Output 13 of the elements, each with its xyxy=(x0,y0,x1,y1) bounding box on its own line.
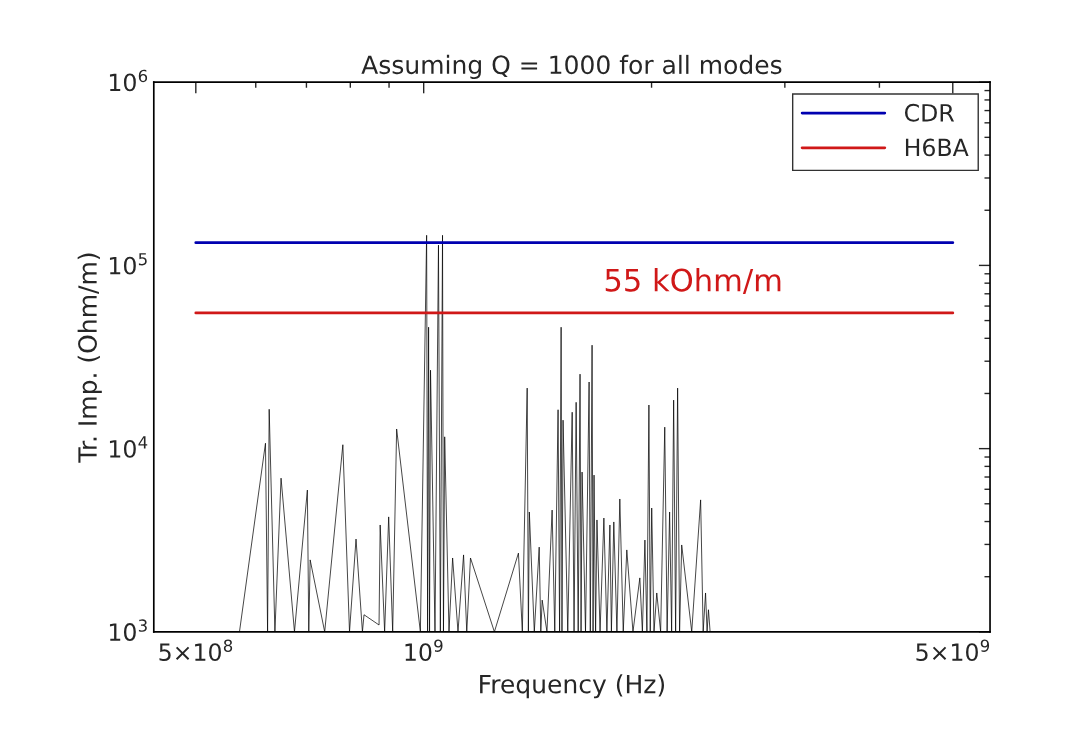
y-tick-label: 10$^{5}$ xyxy=(109,253,147,275)
legend-label: CDR xyxy=(904,103,955,122)
x-axis-title: Frequency (Hz) xyxy=(480,674,665,699)
y-tick-label: 10$^{6}$ xyxy=(109,69,148,92)
x-tick-label: 5×10$^{8}$ xyxy=(159,639,233,662)
y-tick-label: 10$^{3}$ xyxy=(109,619,147,641)
x-tick-label: 10$^{9}$ xyxy=(405,639,443,662)
y-tick-label: 10$^{4}$ xyxy=(109,436,148,458)
y-axis-title: Tr. Imp. (Ohm/m) xyxy=(77,253,102,463)
x-tick-label: 5×10$^{9}$ xyxy=(916,639,990,662)
legend-label: H6BA xyxy=(905,138,969,157)
annotation: 55 kOhm/m xyxy=(605,268,781,295)
chart-title: Assuming Q = 1000 for all modes xyxy=(361,54,782,80)
